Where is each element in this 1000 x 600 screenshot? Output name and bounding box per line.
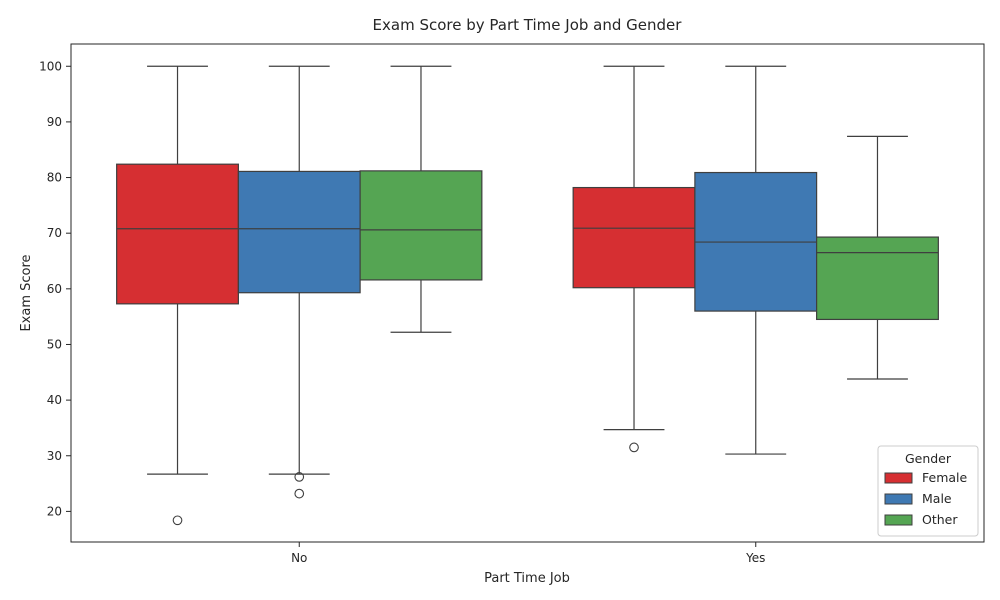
y-tick-label: 70	[47, 226, 62, 240]
box-iqr	[237, 170, 361, 294]
legend-label-other: Other	[922, 512, 958, 527]
plot-frame	[70, 43, 985, 543]
legend: Gender Female Male Other	[877, 445, 979, 537]
box-iqr	[572, 186, 696, 289]
x-axis-title: Part Time Job	[484, 571, 570, 586]
y-tick-label: 80	[47, 171, 62, 185]
outlier-point	[294, 488, 305, 499]
y-tick-label: 20	[47, 504, 62, 518]
x-tick-label: No	[291, 551, 307, 565]
box-iqr	[359, 170, 483, 281]
outlier-point	[172, 515, 183, 526]
y-tick-label: 50	[47, 337, 62, 351]
outlier-point	[629, 442, 639, 453]
box-female-no	[116, 65, 239, 526]
x-tick-label: Yes	[745, 551, 765, 565]
y-axis-title: Exam Score	[19, 254, 34, 331]
legend-label-male: Male	[922, 491, 952, 506]
box-male-yes	[694, 65, 818, 455]
outlier-point	[294, 472, 305, 482]
y-tick-label: 40	[47, 393, 62, 407]
chart-title: Exam Score by Part Time Job and Gender	[373, 16, 683, 34]
box-male-no	[237, 65, 361, 499]
legend-title: Gender	[905, 451, 952, 466]
box-other-yes	[816, 135, 939, 380]
legend-swatch-female	[884, 472, 913, 484]
box-iqr	[816, 236, 939, 321]
y-tick-label: 60	[47, 282, 62, 296]
y-tick-label: 90	[47, 115, 62, 129]
box-female-yes	[572, 65, 696, 453]
legend-label-female: Female	[922, 470, 968, 485]
box-other-no	[359, 65, 483, 333]
legend-box	[877, 445, 979, 537]
plot-area	[116, 65, 939, 526]
box-iqr	[116, 163, 239, 305]
legend-swatch-male	[884, 493, 913, 505]
y-tick-label: 100	[39, 59, 62, 73]
y-tick-label: 30	[47, 449, 62, 463]
legend-swatch-other	[884, 514, 913, 526]
axes: 20 30 40 50 60 70 80 90 100 No Yes	[39, 59, 765, 565]
